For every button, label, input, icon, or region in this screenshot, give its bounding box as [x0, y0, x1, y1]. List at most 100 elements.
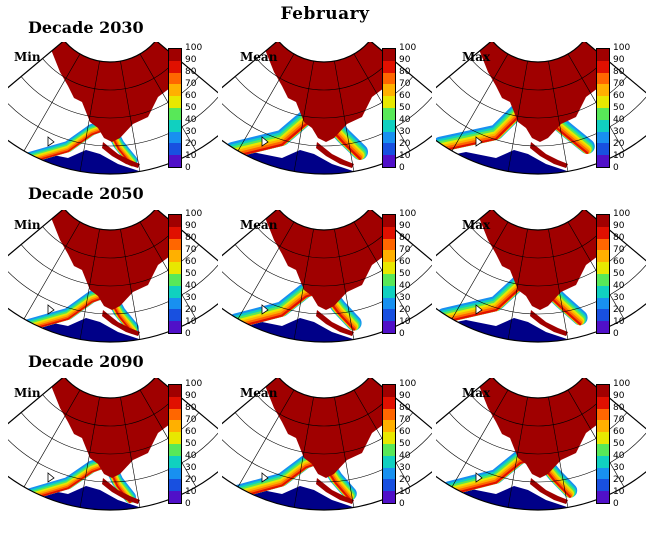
colorbar-tick-label: 70	[185, 79, 197, 89]
colorbar-swatch	[597, 119, 609, 132]
colorbar-tick-label: 20	[185, 139, 197, 149]
decade-label: Decade 2090	[28, 352, 144, 371]
colorbar-swatch	[383, 396, 395, 409]
colorbar-swatch	[383, 467, 395, 480]
colorbar-swatch	[169, 297, 181, 310]
colorbar-swatch	[169, 455, 181, 468]
panel-label: Min	[14, 218, 41, 232]
colorbar-tick-label: 90	[185, 55, 197, 65]
colorbar-tick-label: 50	[399, 269, 411, 279]
colorbar-swatch	[169, 226, 181, 239]
colorbar-swatch	[169, 131, 181, 144]
colorbar-tick-label: 30	[399, 293, 411, 303]
panel-label: Max	[462, 50, 491, 64]
colorbar-tick-label: 50	[613, 269, 625, 279]
colorbar-swatch	[169, 215, 181, 227]
colorbar-swatch	[169, 443, 181, 456]
colorbar-tick-label: 30	[185, 463, 197, 473]
panel-label: Min	[14, 386, 41, 400]
colorbar-tick-label: 0	[185, 329, 191, 339]
colorbar-swatch	[597, 107, 609, 120]
colorbar-swatch	[597, 84, 609, 97]
colorbar-tick-label: 80	[613, 233, 625, 243]
colorbar-tick-label: 10	[613, 487, 625, 497]
colorbar-swatch	[383, 96, 395, 108]
colorbar-swatch	[383, 250, 395, 263]
colorbar-tick-label: 60	[613, 257, 625, 267]
colorbar-tick-label: 90	[399, 221, 411, 231]
colorbar-swatch	[169, 321, 181, 333]
colorbar-tick-label: 10	[185, 317, 197, 327]
colorbar-tick-label: 70	[185, 245, 197, 255]
colorbar-tick-label: 60	[399, 91, 411, 101]
colorbar-tick-label: 100	[185, 209, 203, 219]
colorbar-swatch	[597, 297, 609, 310]
colorbar-tick-label: 40	[399, 281, 411, 291]
decade-label: Decade 2050	[28, 184, 144, 203]
colorbar-tick-label: 40	[185, 115, 197, 125]
colorbar-swatch	[169, 491, 181, 503]
colorbar-tick-label: 30	[399, 127, 411, 137]
colorbar-tick-label: 0	[399, 499, 405, 509]
land-mass	[476, 378, 611, 478]
colorbar-swatch	[169, 262, 181, 274]
colorbar-swatch	[169, 309, 181, 322]
colorbar-swatch	[169, 119, 181, 132]
colorbar-swatch	[383, 408, 395, 421]
colorbar-tick-label: 30	[185, 127, 197, 137]
colorbar-swatch	[597, 72, 609, 85]
colorbar-swatch	[597, 215, 609, 227]
colorbar-tick-label: 80	[399, 403, 411, 413]
colorbar-tick-label: 40	[399, 115, 411, 125]
colorbar-swatch	[169, 385, 181, 397]
colorbar-swatch	[597, 420, 609, 433]
colorbar-tick-label: 50	[185, 269, 197, 279]
land-mass	[48, 378, 183, 478]
colorbar-swatch	[383, 491, 395, 503]
colorbar-swatch	[597, 455, 609, 468]
colorbar-tick-label: 90	[185, 391, 197, 401]
colorbar-tick-label: 90	[613, 391, 625, 401]
colorbar-swatch	[169, 273, 181, 286]
colorbar-swatch	[383, 479, 395, 492]
colorbar-tick-label: 80	[185, 403, 197, 413]
colorbar-swatch	[383, 119, 395, 132]
colorbar-tick-label: 80	[399, 233, 411, 243]
colorbar-swatch	[383, 72, 395, 85]
land-mass	[48, 42, 183, 142]
colorbar-tick-label: 70	[613, 79, 625, 89]
colorbar-swatch	[169, 72, 181, 85]
colorbar-tick-label: 40	[185, 451, 197, 461]
colorbar-tick-label: 60	[613, 427, 625, 437]
colorbar-swatch	[597, 131, 609, 144]
colorbar-tick-label: 100	[399, 209, 417, 219]
colorbar-swatch	[597, 408, 609, 421]
colorbar-swatch	[169, 250, 181, 263]
colorbar-tick-label: 90	[399, 55, 411, 65]
colorbar-tick-label: 20	[613, 475, 625, 485]
colorbar-tick-label: 20	[613, 139, 625, 149]
colorbar-tick-label: 20	[399, 305, 411, 315]
colorbar-swatch	[383, 297, 395, 310]
colorbar-tick-label: 50	[185, 103, 197, 113]
colorbar-swatch	[383, 226, 395, 239]
colorbar	[596, 214, 610, 334]
colorbar-tick-label: 50	[613, 103, 625, 113]
colorbar-tick-label: 30	[613, 127, 625, 137]
colorbar-swatch	[169, 408, 181, 421]
colorbar-tick-label: 100	[613, 209, 631, 219]
land-mass	[262, 378, 397, 478]
land-mass	[48, 210, 183, 310]
colorbar-tick-label: 70	[185, 415, 197, 425]
colorbar-swatch	[597, 396, 609, 409]
colorbar-swatch	[597, 238, 609, 251]
colorbar-tick-label: 60	[185, 91, 197, 101]
colorbar-tick-label: 0	[399, 329, 405, 339]
colorbar	[596, 48, 610, 168]
colorbar-swatch	[383, 385, 395, 397]
colorbar-tick-label: 40	[399, 451, 411, 461]
colorbar-tick-label: 50	[613, 439, 625, 449]
colorbar	[168, 384, 182, 504]
colorbar-tick-label: 20	[185, 305, 197, 315]
colorbar	[168, 214, 182, 334]
